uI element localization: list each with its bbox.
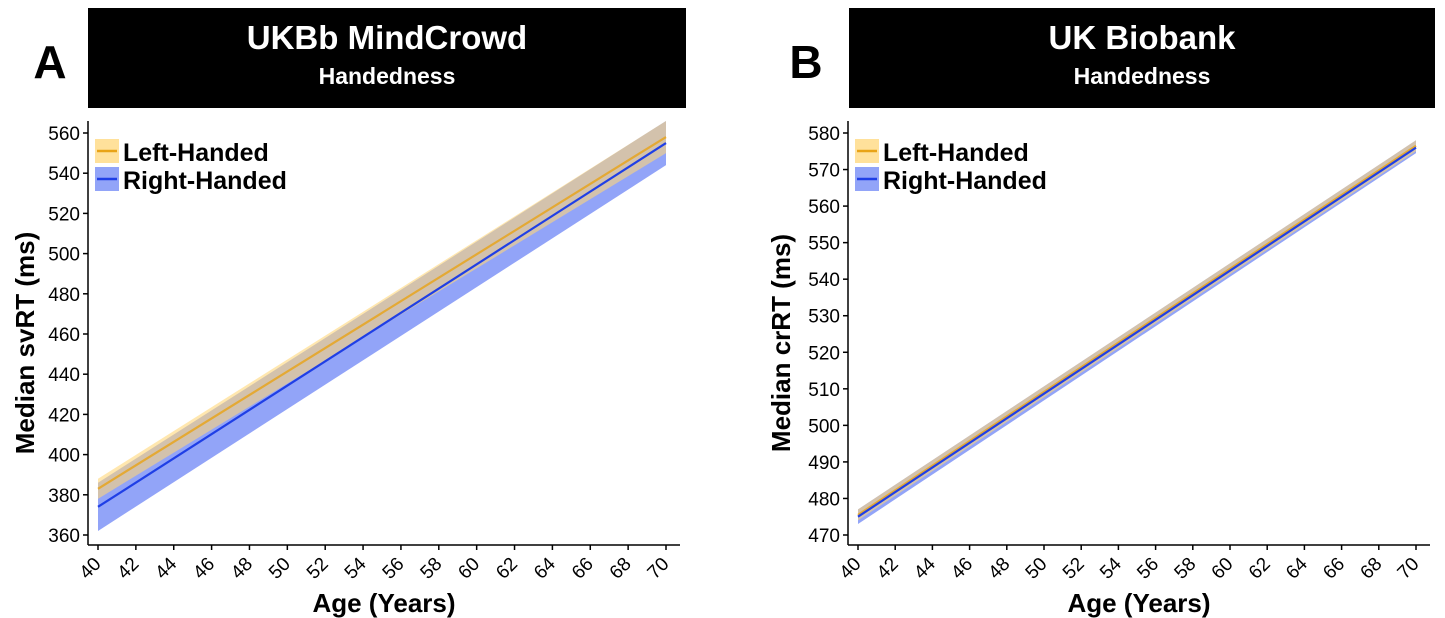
x-tick-label: 58 <box>417 554 447 584</box>
x-tick-label: 54 <box>341 553 371 583</box>
y-tick-label: 420 <box>48 405 80 426</box>
title-banner <box>88 8 686 108</box>
y-tick-label: 470 <box>808 526 840 547</box>
x-tick-label: 66 <box>1319 554 1349 584</box>
series-line-right-handed <box>857 146 1417 518</box>
y-tick-label: 360 <box>48 526 80 547</box>
panel-letter: B <box>789 36 822 88</box>
x-tick-label: 64 <box>1282 553 1312 583</box>
y-axis-title: Median crRT (ms) <box>766 234 796 452</box>
x-tick-label: 56 <box>1133 554 1163 584</box>
x-tick-label: 54 <box>1096 553 1126 583</box>
chart-subtitle: Handedness <box>1074 63 1211 89</box>
chart-panel-a: A UKBb MindCrowd Handedness 360 380 400 420 440… <box>10 8 686 618</box>
x-axis-title: Age (Years) <box>1067 588 1210 618</box>
chart-panel-b: B UK Biobank Handedness 470 480 490 500 510 520 5… <box>766 8 1435 618</box>
y-tick-label: 380 <box>48 486 80 507</box>
legend-label: Right-Handed <box>123 167 287 195</box>
x-tick-label: 62 <box>492 554 522 584</box>
x-tick-label: 68 <box>606 554 636 584</box>
x-tick-label: 66 <box>568 554 598 584</box>
y-tick-label: 500 <box>808 416 840 437</box>
y-tick-label: 560 <box>48 124 80 145</box>
x-tick-label: 70 <box>1394 554 1424 584</box>
x-tick-label: 48 <box>985 554 1015 584</box>
x-tick-label: 56 <box>379 554 409 584</box>
y-tick-label: 480 <box>808 489 840 510</box>
x-tick-label: 70 <box>644 554 674 584</box>
x-tick-label: 42 <box>114 554 144 584</box>
y-tick-label: 530 <box>808 307 840 328</box>
y-tick-label: 580 <box>808 124 840 145</box>
x-tick-label: 52 <box>303 554 333 584</box>
x-axis-title: Age (Years) <box>312 588 455 618</box>
y-tick-label: 500 <box>48 245 80 266</box>
x-tick-label: 40 <box>76 554 106 584</box>
y-tick-label: 540 <box>48 164 80 185</box>
y-tick-label: 400 <box>48 446 80 467</box>
x-tick-label: 58 <box>1171 554 1201 584</box>
chart-subtitle: Handedness <box>319 63 456 89</box>
y-tick-label: 540 <box>808 270 840 291</box>
x-tick-label: 68 <box>1357 554 1387 584</box>
series-line-left-handed <box>97 136 667 490</box>
x-tick-label: 50 <box>265 554 295 584</box>
x-tick-label: 42 <box>873 554 903 584</box>
y-tick-label: 490 <box>808 453 840 474</box>
x-tick-label: 52 <box>1059 554 1089 584</box>
x-tick-label: 46 <box>189 554 219 584</box>
chart-title: UK Biobank <box>1048 19 1236 56</box>
x-tick-label: 44 <box>151 553 181 583</box>
title-banner <box>849 8 1435 108</box>
legend-label: Left-Handed <box>123 139 269 167</box>
x-tick-label: 44 <box>910 553 940 583</box>
y-axis-title: Median svRT (ms) <box>10 232 40 455</box>
ci-band-left-handed <box>98 120 666 499</box>
y-tick-label: 550 <box>808 234 840 255</box>
legend-label: Right-Handed <box>883 167 1047 195</box>
legend-label: Left-Handed <box>883 139 1029 167</box>
chart-title: UKBb MindCrowd <box>247 19 527 56</box>
x-tick-label: 64 <box>530 553 560 583</box>
x-tick-label: 60 <box>1208 554 1238 584</box>
panel-letter: A <box>33 36 66 88</box>
series-line-left-handed <box>857 144 1417 516</box>
y-tick-label: 460 <box>48 325 80 346</box>
x-tick-label: 60 <box>454 554 484 584</box>
y-tick-label: 570 <box>808 161 840 182</box>
x-tick-label: 40 <box>836 554 866 584</box>
y-tick-label: 480 <box>48 285 80 306</box>
series-line-right-handed <box>97 142 667 508</box>
x-tick-label: 50 <box>1022 554 1052 584</box>
y-tick-label: 440 <box>48 365 80 386</box>
x-tick-label: 46 <box>947 554 977 584</box>
y-tick-label: 560 <box>808 197 840 218</box>
y-tick-label: 520 <box>48 204 80 225</box>
x-tick-label: 62 <box>1245 554 1275 584</box>
y-tick-label: 520 <box>808 343 840 364</box>
y-tick-label: 510 <box>808 380 840 401</box>
x-tick-label: 48 <box>227 554 257 584</box>
